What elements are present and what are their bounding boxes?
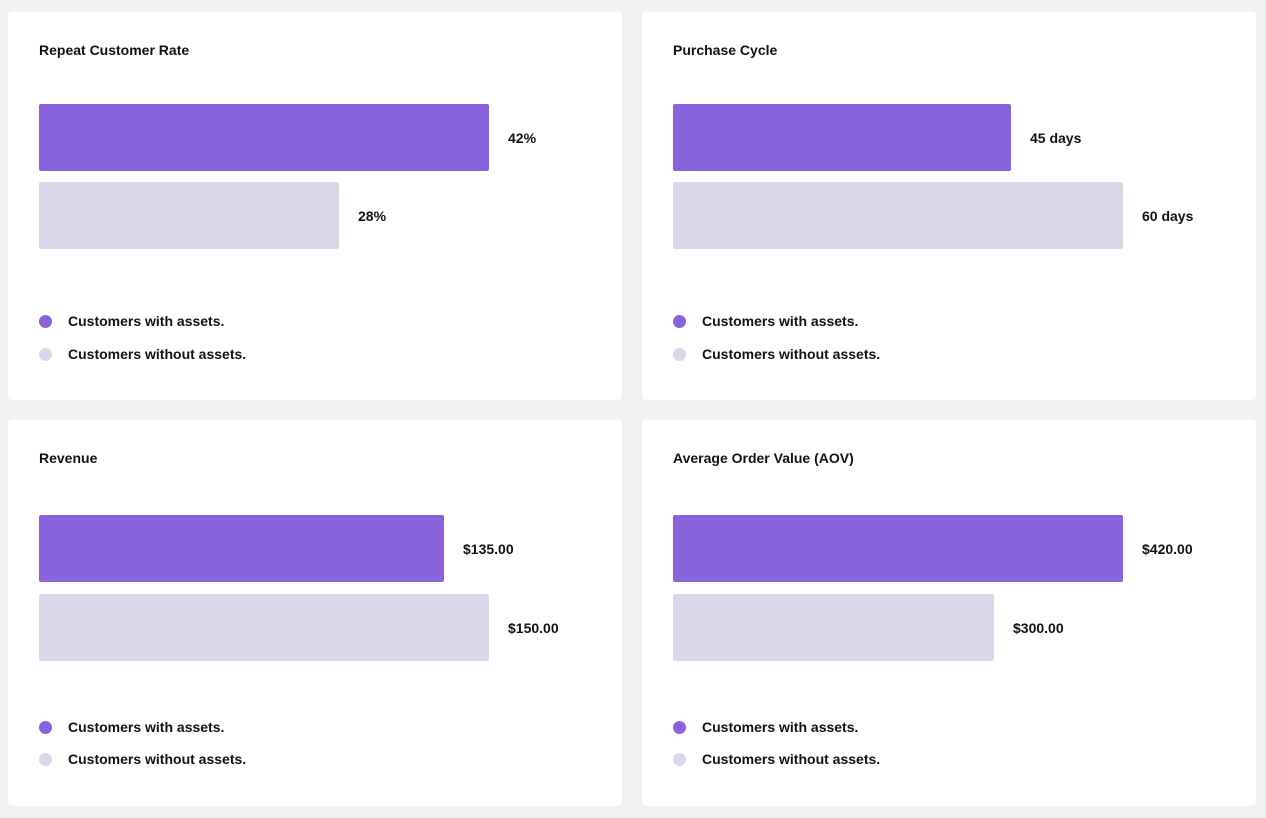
chart-card-average-order-value: Average Order Value (AOV) $420.00 $300.0… (642, 420, 1256, 806)
bar-with-assets (673, 104, 1011, 171)
legend-label: Customers without assets. (68, 346, 247, 362)
legend-item-with-assets: Customers with assets. (673, 719, 858, 735)
legend-dot-icon (39, 314, 52, 328)
bar-with-assets (39, 515, 444, 582)
chart-title: Repeat Customer Rate (39, 42, 190, 58)
chart-title: Purchase Cycle (673, 42, 778, 58)
legend-item-without-assets: Customers without assets. (673, 346, 880, 362)
legend-label: Customers without assets. (68, 751, 247, 767)
bar-without-assets (673, 182, 1123, 249)
legend-item-with-assets: Customers with assets. (39, 313, 224, 329)
bar-value-with-assets: 45 days (1030, 129, 1082, 146)
bar-with-assets (39, 104, 489, 171)
bar-without-assets (673, 594, 994, 661)
bar-value-with-assets: $135.00 (463, 540, 514, 557)
legend-label: Customers without assets. (702, 346, 881, 362)
bar-value-with-assets: $420.00 (1142, 540, 1193, 557)
legend-dot-icon (39, 752, 52, 766)
legend-dot-icon (673, 752, 686, 766)
chart-title: Revenue (39, 450, 98, 466)
bar-value-without-assets: 28% (358, 207, 387, 224)
legend-dot-icon (39, 347, 52, 361)
chart-title: Average Order Value (AOV) (673, 450, 854, 466)
legend-dot-icon (39, 720, 52, 734)
legend-item-without-assets: Customers without assets. (39, 751, 246, 767)
legend-dot-icon (673, 347, 686, 361)
bar-without-assets (39, 594, 489, 661)
legend-label: Customers with assets. (702, 719, 859, 735)
legend-label: Customers with assets. (68, 313, 225, 329)
bar-without-assets (39, 182, 339, 249)
bar-value-without-assets: $150.00 (508, 619, 559, 636)
bar-value-without-assets: 60 days (1142, 207, 1194, 224)
legend-label: Customers with assets. (68, 719, 225, 735)
bar-value-without-assets: $300.00 (1013, 619, 1064, 636)
legend-item-with-assets: Customers with assets. (673, 313, 858, 329)
bar-with-assets (673, 515, 1123, 582)
legend-dot-icon (673, 720, 686, 734)
chart-card-repeat-customer-rate: Repeat Customer Rate 42% 28% Customers w… (8, 12, 622, 400)
legend-item-without-assets: Customers without assets. (673, 751, 880, 767)
legend-dot-icon (673, 314, 686, 328)
chart-card-purchase-cycle: Purchase Cycle 45 days 60 days Customers… (642, 12, 1256, 400)
legend-item-without-assets: Customers without assets. (39, 346, 246, 362)
chart-card-revenue: Revenue $135.00 $150.00 Customers with a… (8, 420, 622, 806)
legend-item-with-assets: Customers with assets. (39, 719, 224, 735)
legend-label: Customers without assets. (702, 751, 881, 767)
bar-value-with-assets: 42% (508, 129, 537, 146)
legend-label: Customers with assets. (702, 313, 859, 329)
